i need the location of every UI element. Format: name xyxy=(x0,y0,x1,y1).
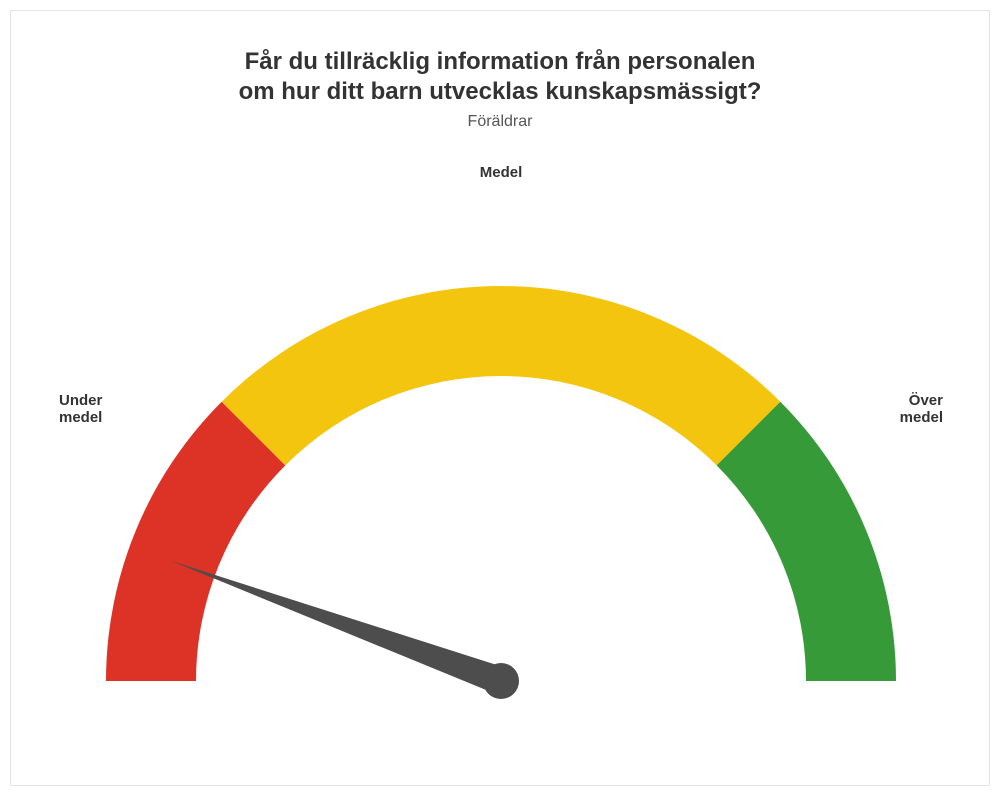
gauge-container: Undermedel Medel Övermedel xyxy=(11,161,989,721)
gauge-segment-over xyxy=(717,402,896,681)
chart-frame: Får du tillräcklig information från pers… xyxy=(10,10,990,786)
gauge-needle xyxy=(172,561,506,694)
subtitle: Föräldrar xyxy=(11,113,989,131)
gauge-label-medel: Medel xyxy=(480,164,523,181)
gauge-hub xyxy=(483,663,519,699)
gauge-segment-medel xyxy=(222,286,781,465)
gauge-chart: Undermedel Medel Övermedel xyxy=(11,161,991,721)
title-block: Får du tillräcklig information från pers… xyxy=(11,47,989,131)
title-line-2: om hur ditt barn utvecklas kunskapsmässi… xyxy=(11,77,989,107)
gauge-label-over: Övermedel xyxy=(900,392,944,426)
title-line-1: Får du tillräcklig information från pers… xyxy=(11,47,989,77)
gauge-label-under: Undermedel xyxy=(59,392,103,426)
gauge-segment-under xyxy=(106,402,285,681)
